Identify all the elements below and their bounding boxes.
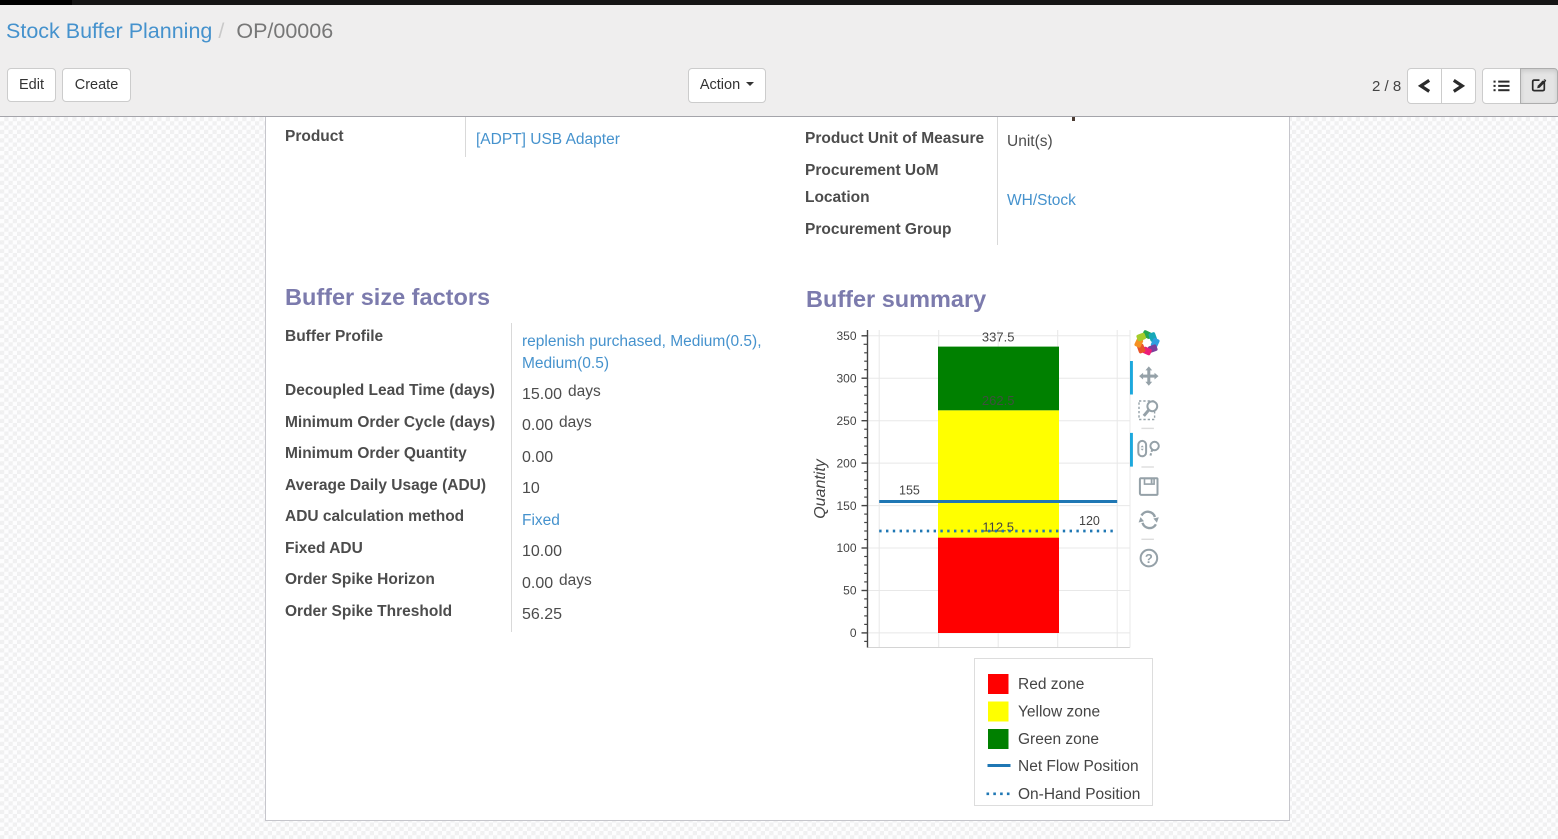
svg-text:100: 100 (836, 541, 856, 555)
svg-text:Green zone: Green zone (1018, 731, 1099, 748)
svg-text:262.5: 262.5 (982, 393, 1015, 408)
svg-text:Red zone: Red zone (1018, 676, 1084, 693)
svg-text:300: 300 (836, 371, 856, 385)
svg-text:250: 250 (836, 414, 856, 428)
svg-text:?: ? (1145, 551, 1153, 566)
svg-text:155: 155 (899, 484, 920, 498)
svg-text:337.5: 337.5 (982, 329, 1015, 344)
svg-text:0: 0 (850, 626, 857, 640)
svg-text:120: 120 (1079, 514, 1100, 528)
svg-text:Quantity: Quantity (812, 458, 829, 519)
svg-text:50: 50 (843, 584, 857, 598)
svg-text:200: 200 (836, 456, 856, 470)
svg-text:350: 350 (836, 329, 856, 343)
svg-text:On-Hand Position: On-Hand Position (1018, 786, 1140, 803)
svg-text:150: 150 (836, 499, 856, 513)
svg-text:Net Flow Position: Net Flow Position (1018, 758, 1139, 775)
svg-text:Yellow zone: Yellow zone (1018, 704, 1100, 721)
